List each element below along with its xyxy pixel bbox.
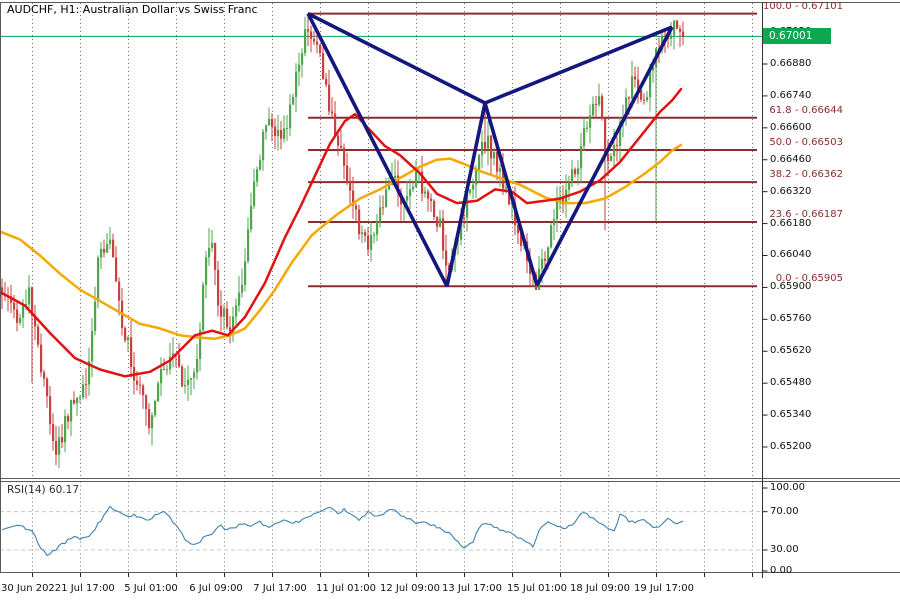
- time-tick-label: 13 Jul 17:00: [442, 583, 502, 594]
- price-tick-label: 0.66040: [770, 249, 812, 261]
- price-tick-label: 0.65200: [770, 440, 812, 452]
- rsi-tick-label: 70.00: [770, 505, 799, 517]
- time-tick-label: 1 Jul 17:00: [61, 583, 115, 594]
- price-tick-label: 0.66460: [770, 153, 812, 165]
- rsi-indicator-label: RSI(14) 60.17: [7, 484, 80, 496]
- fibonacci-level-label: 61.8 - 0.66644: [769, 104, 843, 116]
- time-tick-label: 18 Jul 09:00: [570, 583, 630, 594]
- time-tick-label: 7 Jul 17:00: [253, 583, 307, 594]
- chart-title: AUDCHF, H1: Australian Dollar vs Swiss F…: [7, 3, 258, 16]
- time-tick-label: 6 Jul 09:00: [189, 583, 243, 594]
- fibonacci-level-label: 100.0 - 0.67101: [763, 1, 843, 12]
- time-tick-label: 30 Jun 2022: [1, 583, 62, 594]
- price-tick-label: 0.65480: [770, 377, 812, 389]
- fibonacci-level-label: 23.6 - 0.66187: [769, 208, 843, 220]
- time-tick-label: 11 Jul 01:00: [316, 583, 376, 594]
- time-tick-label: 19 Jul 17:00: [634, 583, 694, 594]
- price-tick-label: 0.65340: [770, 409, 812, 421]
- rsi-tick-label: 30.00: [770, 543, 799, 555]
- current-price-badge: 0.67001: [763, 28, 831, 45]
- price-tick-label: 0.65620: [770, 345, 812, 357]
- price-tick-label: 0.66880: [770, 58, 812, 69]
- fibonacci-level-label: 0.0 - 0.65905: [775, 273, 843, 285]
- price-tick-label: 0.66600: [770, 121, 812, 133]
- rsi-tick-label: 100.00: [770, 482, 805, 493]
- price-tick-label: 0.66180: [770, 217, 812, 229]
- rsi-tick-label: 0.00: [770, 565, 793, 576]
- price-tick-label: 0.66740: [770, 89, 812, 101]
- price-tick-label: 0.66320: [770, 185, 812, 197]
- time-tick-label: 5 Jul 01:00: [124, 583, 178, 594]
- fibonacci-level-label: 50.0 - 0.66503: [769, 136, 843, 148]
- time-tick-label: 12 Jul 09:00: [380, 583, 440, 594]
- price-tick-label: 0.65900: [770, 281, 812, 293]
- time-tick-label: 15 Jul 01:00: [507, 583, 567, 594]
- fibonacci-level-label: 38.2 - 0.66362: [769, 169, 843, 181]
- price-tick-label: 0.65760: [770, 313, 812, 325]
